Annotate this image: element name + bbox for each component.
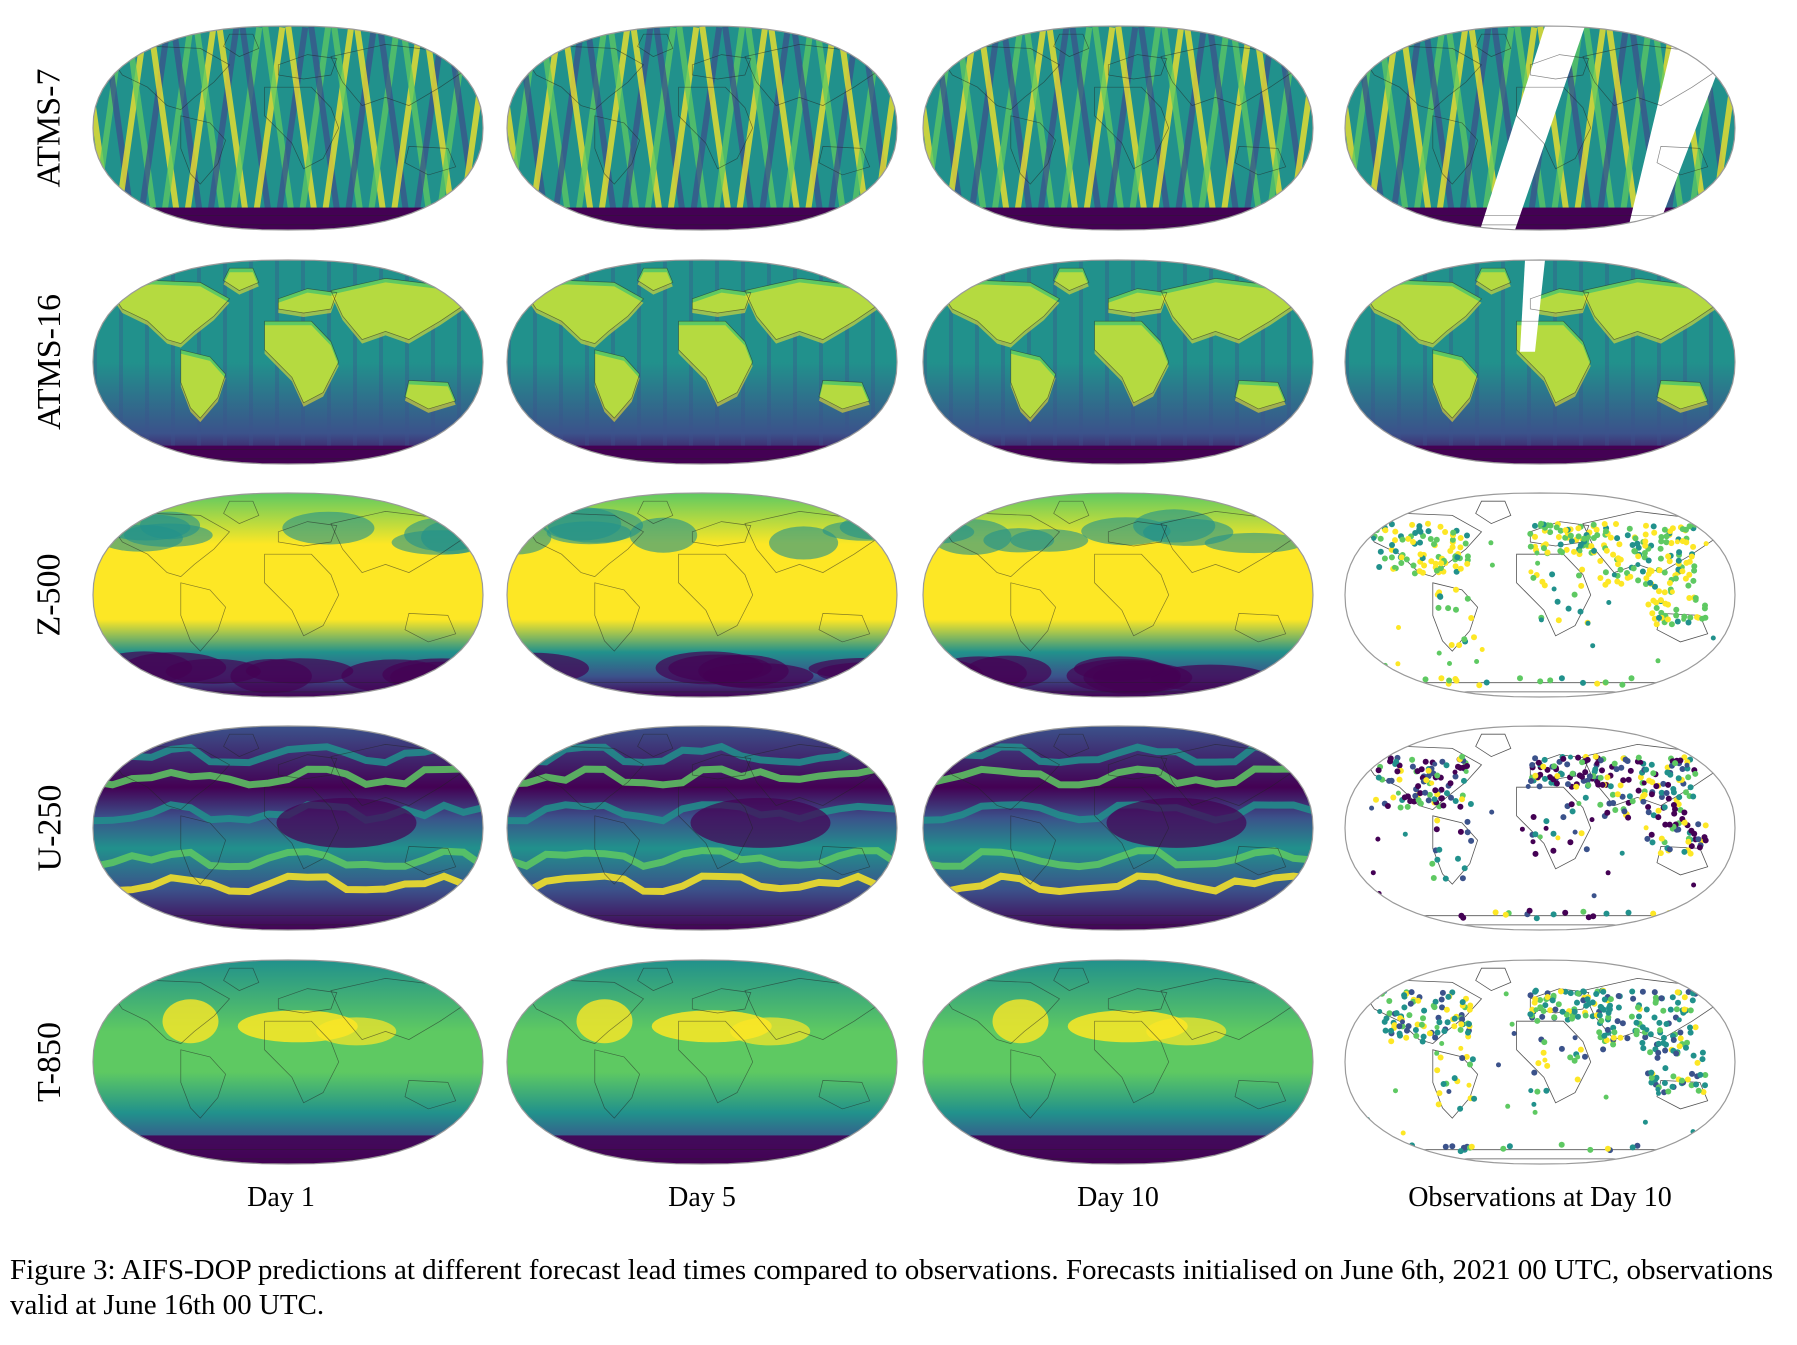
row-label-atms-16: ATMS-16 (31, 293, 68, 431)
map-panel (1344, 959, 1736, 1165)
figure-caption: Figure 3: AIFS-DOP predictions at differ… (10, 1254, 1774, 1321)
row-label-atms-7: ATMS-7 (31, 68, 68, 188)
map-panel (506, 259, 898, 465)
map-panel (922, 492, 1314, 698)
map-grid (92, 25, 1736, 1165)
row-label-t-850: T-850 (30, 1022, 68, 1102)
column-label-day-5: Day 5 (668, 1182, 736, 1213)
map-panel (92, 725, 484, 931)
map-panel (1344, 25, 1736, 231)
row-label-z-500: Z-500 (31, 553, 68, 637)
row-label-u-250: U-250 (31, 784, 69, 872)
map-panel (506, 25, 898, 231)
map-panel (922, 725, 1314, 931)
map-panel (1344, 725, 1736, 931)
map-panel (92, 25, 484, 231)
map-panel (506, 725, 898, 931)
map-panel (1344, 259, 1736, 465)
map-panel (92, 259, 484, 465)
map-panel (92, 959, 484, 1165)
column-label-day-10: Day 10 (1077, 1182, 1159, 1213)
column-label-day-1: Day 1 (247, 1182, 315, 1213)
map-panel (1344, 492, 1736, 698)
map-panel (92, 492, 484, 698)
map-panel (506, 492, 898, 698)
map-panel (922, 259, 1314, 465)
column-label-observations-day-10: Observations at Day 10 (1408, 1182, 1672, 1213)
map-panel (922, 25, 1314, 231)
map-panel (922, 959, 1314, 1165)
map-panel (506, 959, 898, 1165)
